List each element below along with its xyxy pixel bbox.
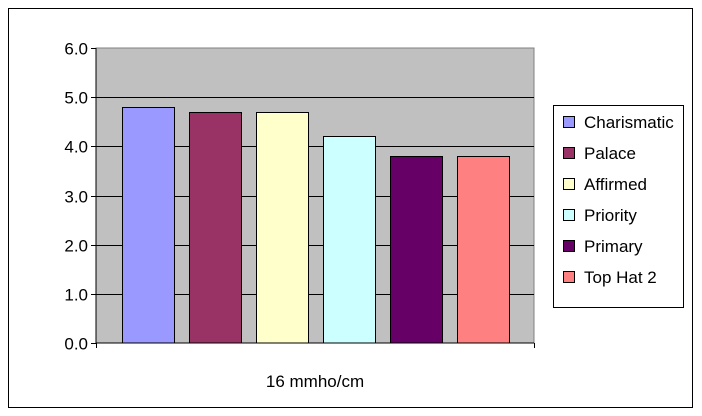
legend-swatch [563, 178, 575, 190]
legend-label: Priority [584, 206, 637, 225]
legend-swatch [563, 209, 575, 221]
y-tick-label: 0.0 [64, 335, 88, 354]
legend-box [553, 105, 684, 308]
y-axis-ticks: 0.0 1.0 2.0 3.0 4.0 5.0 6.0 [64, 40, 96, 354]
y-tick-label: 3.0 [64, 188, 88, 207]
legend-swatch [563, 116, 575, 128]
bar-palace [189, 112, 242, 344]
bar-primary [390, 156, 443, 344]
y-tick-label: 2.0 [64, 237, 88, 256]
y-tick-label: 1.0 [64, 286, 88, 305]
bars [122, 107, 510, 344]
legend: Charismatic Palace Affirmed Priority Primary… [563, 113, 674, 287]
x-axis-categories: 16 mmho/cm [96, 343, 535, 391]
y-tick-label: 6.0 [64, 40, 88, 59]
legend-label: Top Hat 2 [584, 268, 657, 287]
legend-swatch [563, 271, 575, 283]
legend-label: Palace [584, 144, 636, 163]
bar-affirmed [256, 112, 309, 344]
bar-charismatic [122, 107, 175, 344]
legend-swatch [563, 240, 575, 252]
y-tick-label: 4.0 [64, 138, 88, 157]
bar-top-hat-2 [457, 156, 510, 344]
y-tick-label: 5.0 [64, 89, 88, 108]
legend-swatch [563, 147, 575, 159]
legend-label: Primary [584, 237, 643, 256]
legend-label: Charismatic [584, 113, 674, 132]
legend-label: Affirmed [584, 175, 647, 194]
x-category-label: 16 mmho/cm [266, 372, 364, 391]
bar-priority [323, 136, 376, 344]
